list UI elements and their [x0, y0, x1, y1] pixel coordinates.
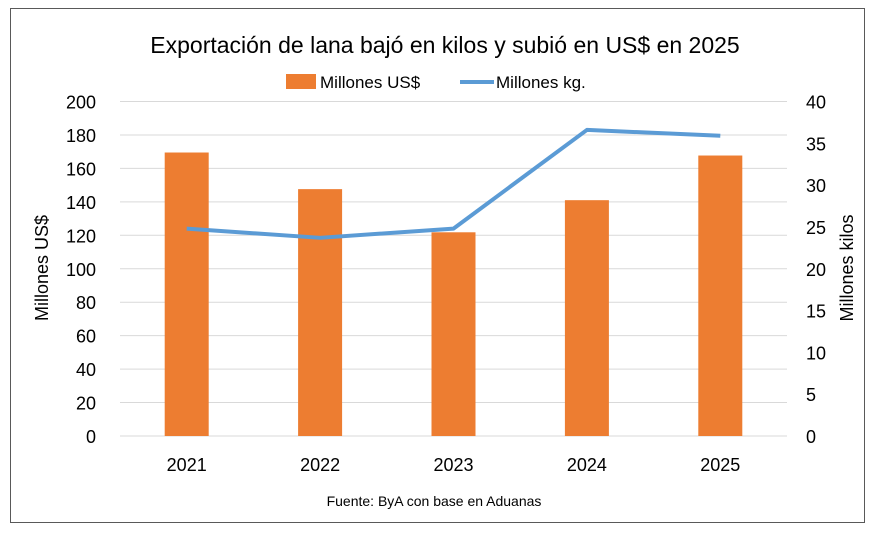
x-tick: 2025 [700, 455, 740, 475]
chart-title: Exportación de lana bajó en kilos y subi… [150, 32, 739, 58]
source-note: Fuente: ByA con base en Aduanas [327, 493, 542, 509]
y-tick-right: 20 [806, 260, 826, 280]
y-tick-right: 25 [806, 218, 826, 238]
y-tick-left: 80 [76, 293, 96, 313]
y-tick-left: 40 [76, 360, 96, 380]
bar-2021 [164, 152, 209, 437]
bar-2023 [431, 232, 476, 436]
legend-label-line: Millones kg. [496, 73, 586, 92]
line-series-kg [186, 127, 721, 240]
x-tick: 2023 [433, 455, 473, 475]
y-tick-left: 140 [66, 193, 96, 213]
y-tick-left: 60 [76, 327, 96, 347]
bar-2024 [564, 200, 609, 436]
y-tick-right: 40 [806, 93, 826, 113]
x-tick: 2021 [167, 455, 207, 475]
y-tick-right: 10 [806, 343, 826, 363]
y-axis-label-right: Millones kilos [837, 214, 857, 321]
legend-swatch-bar [286, 74, 316, 89]
y-tick-right: 30 [806, 176, 826, 196]
y-tick-left: 200 [66, 93, 96, 113]
y-tick-left: 120 [66, 226, 96, 246]
y-tick-left: 100 [66, 260, 96, 280]
chart-frame [10, 8, 865, 523]
y-tick-right: 0 [806, 427, 816, 447]
legend-label-bar: Millones US$ [320, 73, 421, 92]
x-tick: 2022 [300, 455, 340, 475]
y-tick-left: 160 [66, 159, 96, 179]
y-tick-right: 5 [806, 385, 816, 405]
x-tick: 2024 [567, 455, 607, 475]
y-axis-label-left: Millones US$ [32, 215, 52, 321]
y-tick-left: 0 [86, 427, 96, 447]
legend: Millones US$ Millones kg. [286, 73, 586, 92]
y-tick-left: 180 [66, 126, 96, 146]
y-tick-right: 35 [806, 134, 826, 154]
y-tick-left: 20 [76, 394, 96, 414]
bar-2022 [298, 189, 343, 436]
bar-2025 [698, 155, 743, 437]
y-tick-right: 15 [806, 302, 826, 322]
